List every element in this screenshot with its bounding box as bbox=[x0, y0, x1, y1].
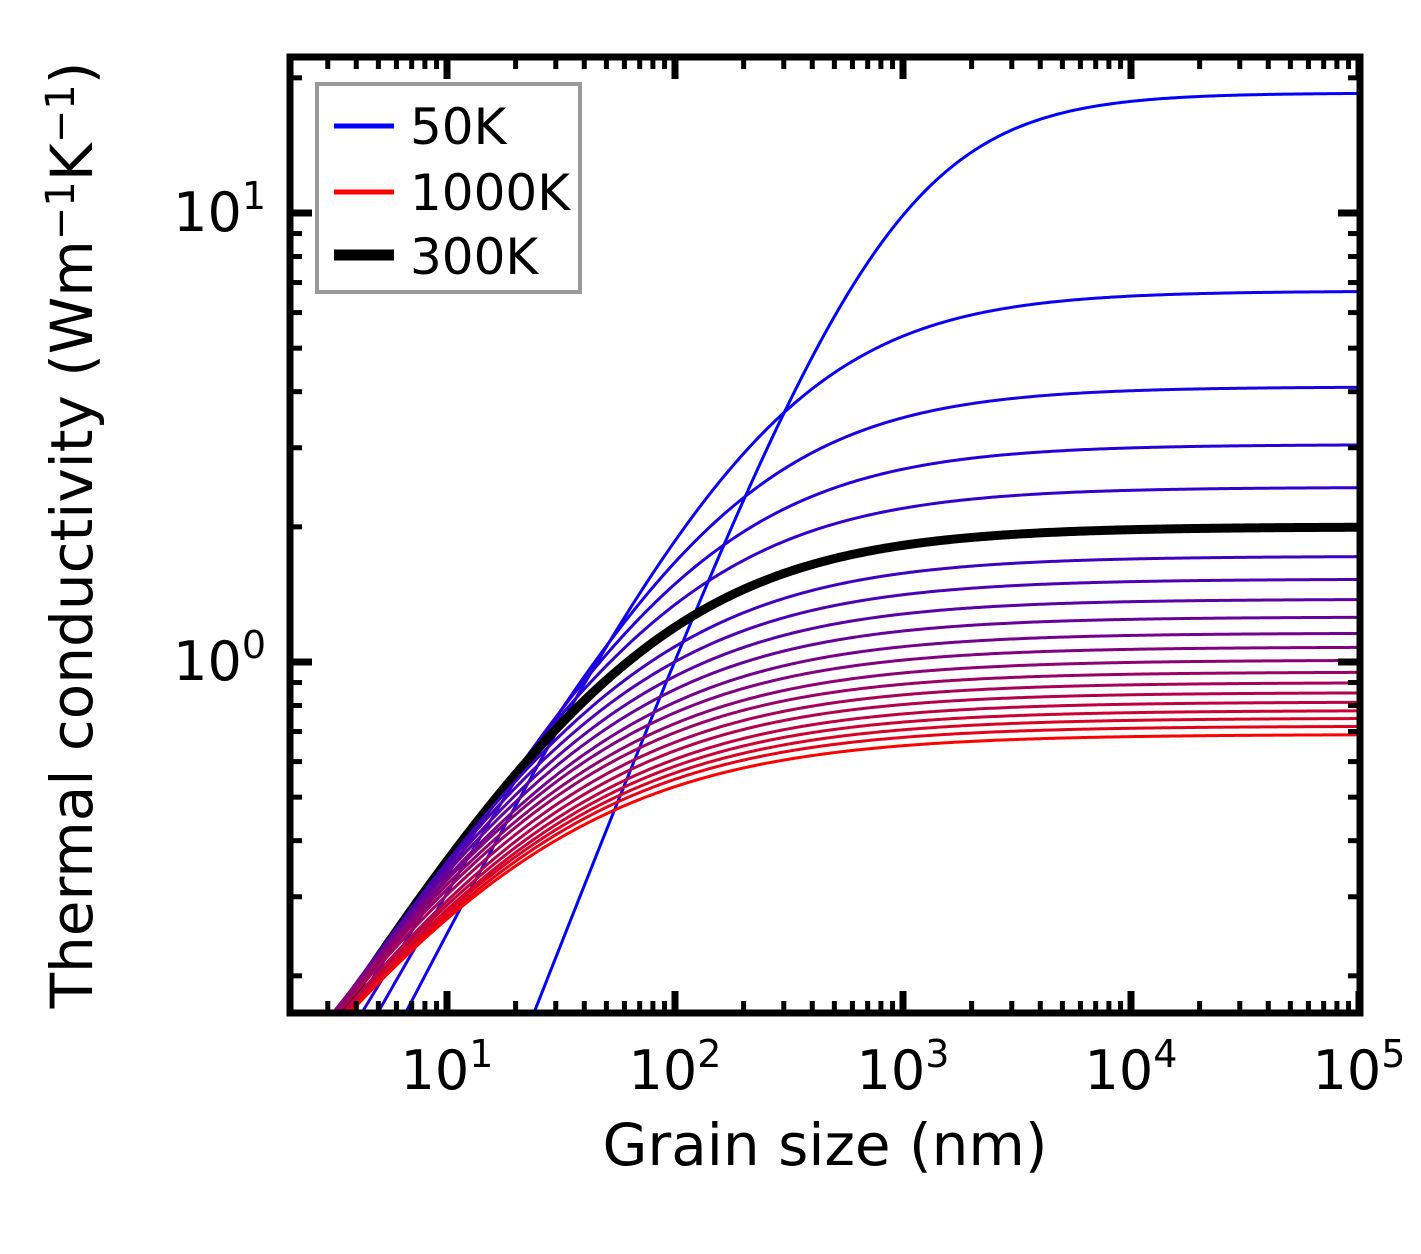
svg-text:Thermal conductivity (Wm−1K−1): Thermal conductivity (Wm−1K−1) bbox=[38, 62, 106, 1010]
curve-450K bbox=[332, 598, 1360, 1013]
y-tick-label-0: 100 bbox=[173, 623, 266, 693]
curve-975K bbox=[347, 724, 1360, 1013]
curve-1000K bbox=[347, 733, 1360, 1013]
x-tick-label-0: 101 bbox=[401, 1032, 494, 1102]
x-tick-label-1: 102 bbox=[629, 1032, 722, 1102]
curve-400K bbox=[332, 577, 1360, 1013]
plot-spines bbox=[286, 53, 1364, 1017]
curve-50K bbox=[532, 91, 1360, 1013]
curve-950K bbox=[344, 717, 1360, 1013]
legend[interactable]: 50K 1000K 300K bbox=[315, 82, 582, 294]
curve-800K bbox=[340, 691, 1360, 1013]
legend-label-1: 1000K bbox=[410, 164, 571, 222]
x-tick-label-4: 105 bbox=[1313, 1032, 1406, 1102]
y-tick-labels: 100 101 bbox=[173, 174, 266, 693]
curve-700K bbox=[334, 670, 1360, 1013]
legend-label-2: 300K bbox=[410, 228, 539, 286]
curve-350K bbox=[334, 555, 1360, 1013]
x-tick-label-3: 104 bbox=[1085, 1032, 1178, 1102]
curve-850K bbox=[341, 700, 1360, 1013]
curve-650K bbox=[331, 658, 1360, 1013]
curve-500K bbox=[331, 615, 1360, 1013]
curve-550K bbox=[332, 631, 1360, 1013]
x-tick-label-2: 103 bbox=[857, 1032, 950, 1102]
y-axis-label: Thermal conductivity (Wm−1K−1) bbox=[38, 62, 106, 1010]
curve-600K bbox=[330, 645, 1360, 1013]
curve-750K bbox=[336, 681, 1360, 1013]
legend-label-0: 50K bbox=[410, 98, 508, 156]
y-tick-label-1: 101 bbox=[173, 174, 266, 244]
curve-300K bbox=[335, 522, 1360, 1013]
curve-900K bbox=[344, 709, 1360, 1013]
x-tick-labels: 101 102 103 104 105 bbox=[401, 1032, 1406, 1102]
data-curves-group bbox=[330, 91, 1360, 1013]
legend-entry-0[interactable]: 50K bbox=[334, 98, 508, 156]
legend-entry-2[interactable]: 300K bbox=[334, 228, 539, 286]
legend-entry-1[interactable]: 1000K bbox=[334, 164, 571, 222]
y-axis-label-main: Thermal conductivity (Wm bbox=[38, 240, 106, 1009]
x-axis-label: Grain size (nm) bbox=[602, 1111, 1047, 1179]
